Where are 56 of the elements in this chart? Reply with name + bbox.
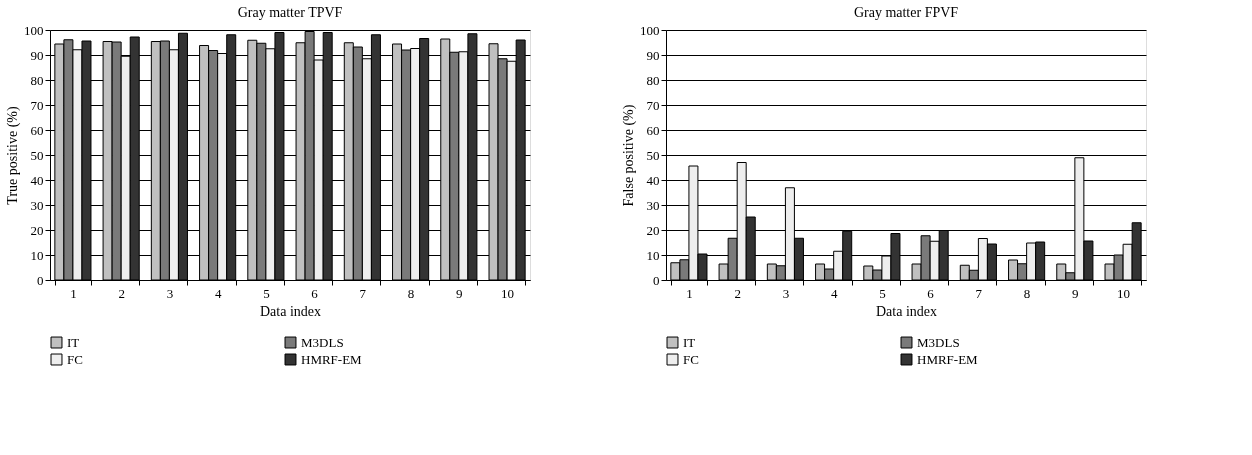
y-tick-label: 90 bbox=[646, 47, 660, 63]
x-tick-label: 1 bbox=[70, 285, 77, 301]
y-tick-label: 80 bbox=[646, 72, 660, 88]
x-tick-label: 9 bbox=[1072, 285, 1079, 301]
x-tick-label: 9 bbox=[456, 285, 463, 301]
y-tick-label: 70 bbox=[646, 97, 660, 113]
chart-title: Gray matter TPVF bbox=[237, 5, 343, 20]
x-tick-label: 6 bbox=[927, 285, 935, 301]
x-axis-title: Data index bbox=[875, 303, 938, 319]
chart-title: Gray matter FPVF bbox=[853, 5, 959, 20]
y-tick-label: 0 bbox=[37, 272, 44, 288]
y-tick-label: 50 bbox=[30, 147, 44, 163]
x-tick-label: 4 bbox=[214, 285, 222, 301]
y-tick-label: 20 bbox=[646, 222, 660, 238]
y-tick-label: 80 bbox=[30, 72, 44, 88]
legend-label: FC bbox=[67, 351, 83, 367]
x-tick-label: 4 bbox=[830, 285, 838, 301]
x-tick-label: 2 bbox=[734, 285, 741, 301]
y-tick-label: 0 bbox=[653, 272, 660, 288]
y-tick-label: 70 bbox=[30, 97, 44, 113]
x-tick-label: 10 bbox=[1117, 285, 1131, 301]
y-tick-label: 20 bbox=[30, 222, 44, 238]
y-tick-label: 100 bbox=[24, 22, 44, 38]
legend-label: M3DLS bbox=[301, 334, 344, 350]
y-tick-label: 100 bbox=[640, 22, 660, 38]
y-tick-label: 10 bbox=[30, 247, 44, 263]
y-tick-label: 40 bbox=[646, 172, 660, 188]
x-tick-label: 2 bbox=[118, 285, 125, 301]
x-tick-label: 8 bbox=[407, 285, 415, 301]
x-axis-title: Data index bbox=[259, 303, 322, 319]
y-tick-label: 10 bbox=[646, 247, 660, 263]
y-tick-label: 40 bbox=[30, 172, 44, 188]
y-axis-title: True positive (%) bbox=[5, 106, 21, 205]
legend-label: IT bbox=[683, 334, 696, 350]
y-tick-label: 30 bbox=[30, 197, 44, 213]
y-tick-label: 30 bbox=[646, 197, 660, 213]
y-tick-label: 60 bbox=[30, 122, 44, 138]
x-tick-label: 1 bbox=[686, 285, 693, 301]
legend-label: IT bbox=[67, 334, 80, 350]
x-tick-label: 8 bbox=[1023, 285, 1031, 301]
x-tick-label: 7 bbox=[975, 285, 983, 301]
y-tick-label: 50 bbox=[646, 147, 660, 163]
x-tick-label: 3 bbox=[782, 285, 790, 301]
x-tick-label: 6 bbox=[311, 285, 319, 301]
x-tick-label: 10 bbox=[501, 285, 515, 301]
x-tick-label: 3 bbox=[166, 285, 174, 301]
y-tick-label: 60 bbox=[646, 122, 660, 138]
y-axis-title: False positive (%) bbox=[621, 104, 637, 207]
legend-label: HMRF-EM bbox=[301, 351, 363, 367]
legend-label: M3DLS bbox=[917, 334, 960, 350]
legend-label: HMRF-EM bbox=[917, 351, 979, 367]
x-tick-label: 7 bbox=[359, 285, 367, 301]
y-tick-label: 90 bbox=[30, 47, 44, 63]
legend-label: FC bbox=[683, 351, 699, 367]
x-tick-label: 5 bbox=[263, 285, 270, 301]
x-tick-label: 5 bbox=[879, 285, 886, 301]
